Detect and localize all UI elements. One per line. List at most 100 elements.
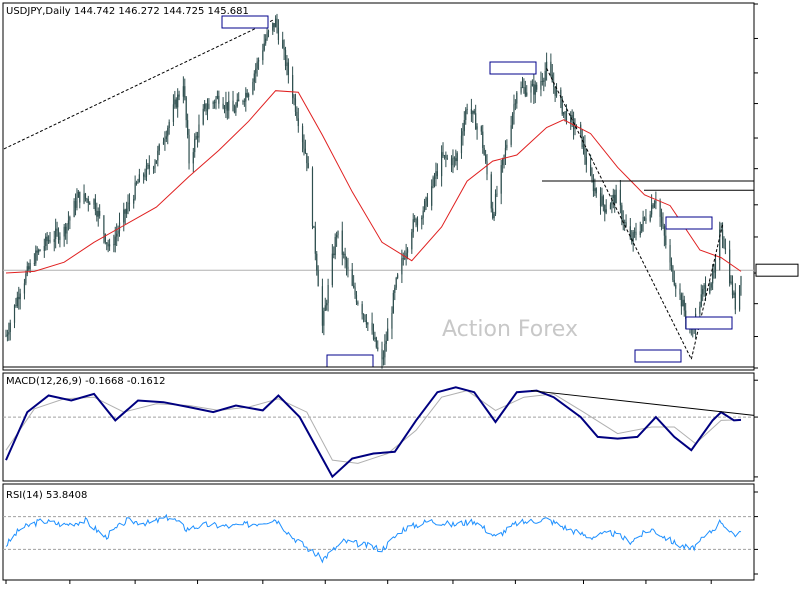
candle-body: [287, 62, 289, 76]
candle-body: [672, 266, 674, 281]
candle-body: [714, 260, 717, 273]
candle-body: [232, 100, 234, 112]
candle-body: [123, 209, 125, 223]
candle-body: [158, 144, 160, 151]
candle-body: [441, 152, 443, 177]
price-header: USDJPY,Daily 144.742 146.272 144.725 145…: [6, 6, 249, 17]
candle-body: [188, 134, 190, 164]
candle-body: [455, 158, 457, 162]
candle-body: [679, 288, 681, 295]
candle-body: [55, 228, 57, 240]
candle-body: [554, 86, 556, 96]
candle-body: [347, 266, 349, 270]
candle-body: [354, 287, 356, 295]
candle-body: [682, 299, 684, 307]
candle-body: [391, 313, 393, 329]
candle-body: [248, 94, 250, 97]
candle-body: [511, 114, 514, 126]
candle-body: [652, 204, 654, 208]
candle-body: [89, 203, 91, 205]
candle-body: [143, 174, 145, 177]
candle-body: [353, 285, 355, 288]
candle-body: [730, 281, 732, 284]
candle-body: [580, 124, 582, 130]
candle-body: [228, 100, 230, 111]
trend-line-rebound: [690, 224, 724, 360]
candle-body: [546, 61, 548, 72]
candle-body: [649, 214, 651, 221]
candle-body: [605, 209, 607, 213]
candle-body: [500, 165, 502, 194]
candle-body: [148, 164, 150, 169]
price-gridlines: [3, 263, 799, 277]
date-axis: [5, 580, 712, 584]
candle-body: [43, 245, 45, 251]
candle-body: [79, 191, 81, 203]
candle-body: [274, 18, 277, 28]
candle-body: [466, 108, 468, 110]
candle-body: [510, 125, 512, 145]
candle-body: [423, 201, 426, 211]
last-price-box: [755, 263, 799, 277]
candle-body: [382, 357, 385, 360]
trend-line-falling: [546, 68, 692, 360]
candle-body: [118, 222, 121, 231]
candle-body: [272, 23, 274, 31]
candle-body: [565, 111, 568, 123]
candle-body: [361, 304, 363, 315]
candle-body: [713, 271, 715, 273]
candle-body: [680, 294, 683, 307]
candle-body: [594, 188, 596, 192]
candle-body: [643, 217, 646, 219]
candle-body: [97, 211, 99, 217]
candle-body: [456, 153, 458, 162]
price-annotation-box: [326, 354, 374, 368]
candle-body: [208, 103, 210, 109]
candle-body: [506, 144, 508, 148]
price-annotation-box: [634, 349, 682, 363]
candle-body: [570, 115, 572, 123]
candle-body: [504, 147, 507, 156]
candle-body: [108, 244, 111, 247]
candle-body: [402, 258, 404, 260]
candle-body: [23, 283, 26, 294]
candle-body: [357, 302, 359, 305]
candle-body: [185, 97, 187, 121]
candle-body: [374, 337, 376, 340]
candle-body: [422, 210, 424, 218]
candle-body: [531, 83, 534, 86]
candle-body: [233, 111, 236, 113]
candle-body: [446, 157, 448, 159]
candle-body: [629, 226, 631, 239]
watermark: Action Forex: [442, 317, 578, 342]
candle-body: [514, 103, 516, 105]
candle-body: [174, 99, 176, 105]
candle-body: [324, 305, 326, 311]
candle-body: [614, 194, 616, 204]
candle-body: [145, 165, 148, 177]
candle-body: [414, 218, 416, 220]
candle-body: [641, 224, 643, 232]
candle-body: [599, 193, 602, 207]
candle-body: [484, 155, 487, 162]
candle-body: [246, 92, 248, 97]
rsi-line: [5, 513, 742, 564]
candle-body: [9, 322, 11, 333]
candle-body: [13, 305, 16, 323]
candle-body: [521, 87, 524, 88]
candle-body: [625, 222, 627, 227]
candle-body: [336, 235, 338, 238]
price-annotation-box: [665, 216, 713, 230]
candle-body: [155, 160, 158, 164]
candle-body: [134, 182, 136, 199]
candle-body: [472, 110, 474, 115]
candle-body: [194, 138, 196, 153]
price-annotation-box: [221, 15, 269, 29]
candle-body: [297, 118, 299, 127]
candle-body: [236, 99, 238, 107]
candle-body: [685, 310, 687, 319]
candle-body: [256, 61, 258, 69]
price-annotation-box: [489, 61, 537, 75]
candle-body: [53, 239, 55, 243]
candle-body: [367, 322, 369, 325]
